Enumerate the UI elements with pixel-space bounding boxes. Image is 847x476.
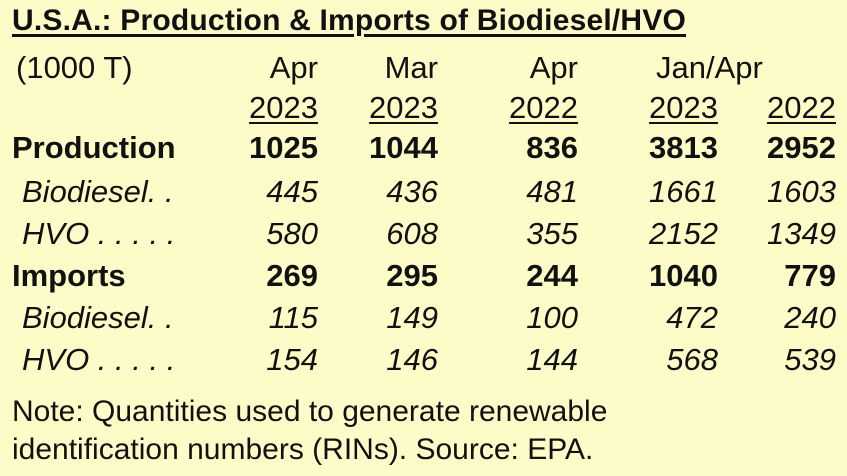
table-cell: 1349 bbox=[767, 216, 836, 251]
table-cell: 580 bbox=[266, 216, 318, 251]
page-title: U.S.A.: Production & Imports of Biodiese… bbox=[12, 4, 687, 37]
table-cell: 240 bbox=[784, 300, 836, 335]
table-cell: 445 bbox=[266, 174, 318, 209]
header-year-1: 2023 bbox=[249, 90, 318, 125]
table-cell: 481 bbox=[526, 174, 578, 209]
table-cell: 295 bbox=[386, 258, 438, 293]
row-label: Production bbox=[12, 130, 176, 165]
table-cell: 1040 bbox=[649, 258, 718, 293]
header-year-5: 2022 bbox=[767, 90, 836, 125]
note-line-2: identification numbers (RINs). Source: E… bbox=[12, 433, 594, 466]
table-cell: 568 bbox=[666, 342, 718, 377]
row-label: HVO . . . . . bbox=[22, 216, 176, 251]
header-year-2: 2023 bbox=[369, 90, 438, 125]
header-ytd: Jan/Apr bbox=[656, 50, 763, 85]
row-label: Imports bbox=[12, 258, 126, 293]
table-cell: 144 bbox=[526, 342, 578, 377]
table-cell: 100 bbox=[526, 300, 578, 335]
table-cell: 436 bbox=[386, 174, 438, 209]
table-cell: 779 bbox=[784, 258, 836, 293]
table-cell: 836 bbox=[526, 130, 578, 165]
table-cell: 2952 bbox=[767, 130, 836, 165]
row-label: Biodiesel. . bbox=[22, 174, 174, 209]
header-year-3: 2022 bbox=[509, 90, 578, 125]
row-label: Biodiesel. . bbox=[22, 300, 174, 335]
table-cell: 608 bbox=[386, 216, 438, 251]
table-cell: 472 bbox=[666, 300, 718, 335]
table-cell: 115 bbox=[268, 300, 318, 335]
table-cell: 149 bbox=[386, 300, 438, 335]
table-cell: 154 bbox=[266, 342, 318, 377]
table-cell: 1603 bbox=[767, 174, 836, 209]
table-cell: 146 bbox=[386, 342, 438, 377]
header-month-1: Apr bbox=[269, 50, 318, 85]
header-month-3: Apr bbox=[529, 50, 578, 85]
table-cell: 269 bbox=[266, 258, 318, 293]
table-cell: 1044 bbox=[369, 130, 438, 165]
table-cell: 1025 bbox=[249, 130, 318, 165]
note-line-1: Note: Quantities used to generate renewa… bbox=[12, 395, 608, 428]
header-year-4: 2023 bbox=[649, 90, 718, 125]
table-cell: 355 bbox=[526, 216, 578, 251]
table-cell: 1661 bbox=[649, 174, 718, 209]
unit-label: (1000 T) bbox=[16, 50, 133, 85]
row-label: HVO . . . . . bbox=[22, 342, 176, 377]
table-cell: 539 bbox=[784, 342, 836, 377]
header-month-2: Mar bbox=[384, 50, 438, 85]
table-cell: 3813 bbox=[649, 130, 718, 165]
table-cell: 244 bbox=[526, 258, 578, 293]
table-cell: 2152 bbox=[649, 216, 718, 251]
